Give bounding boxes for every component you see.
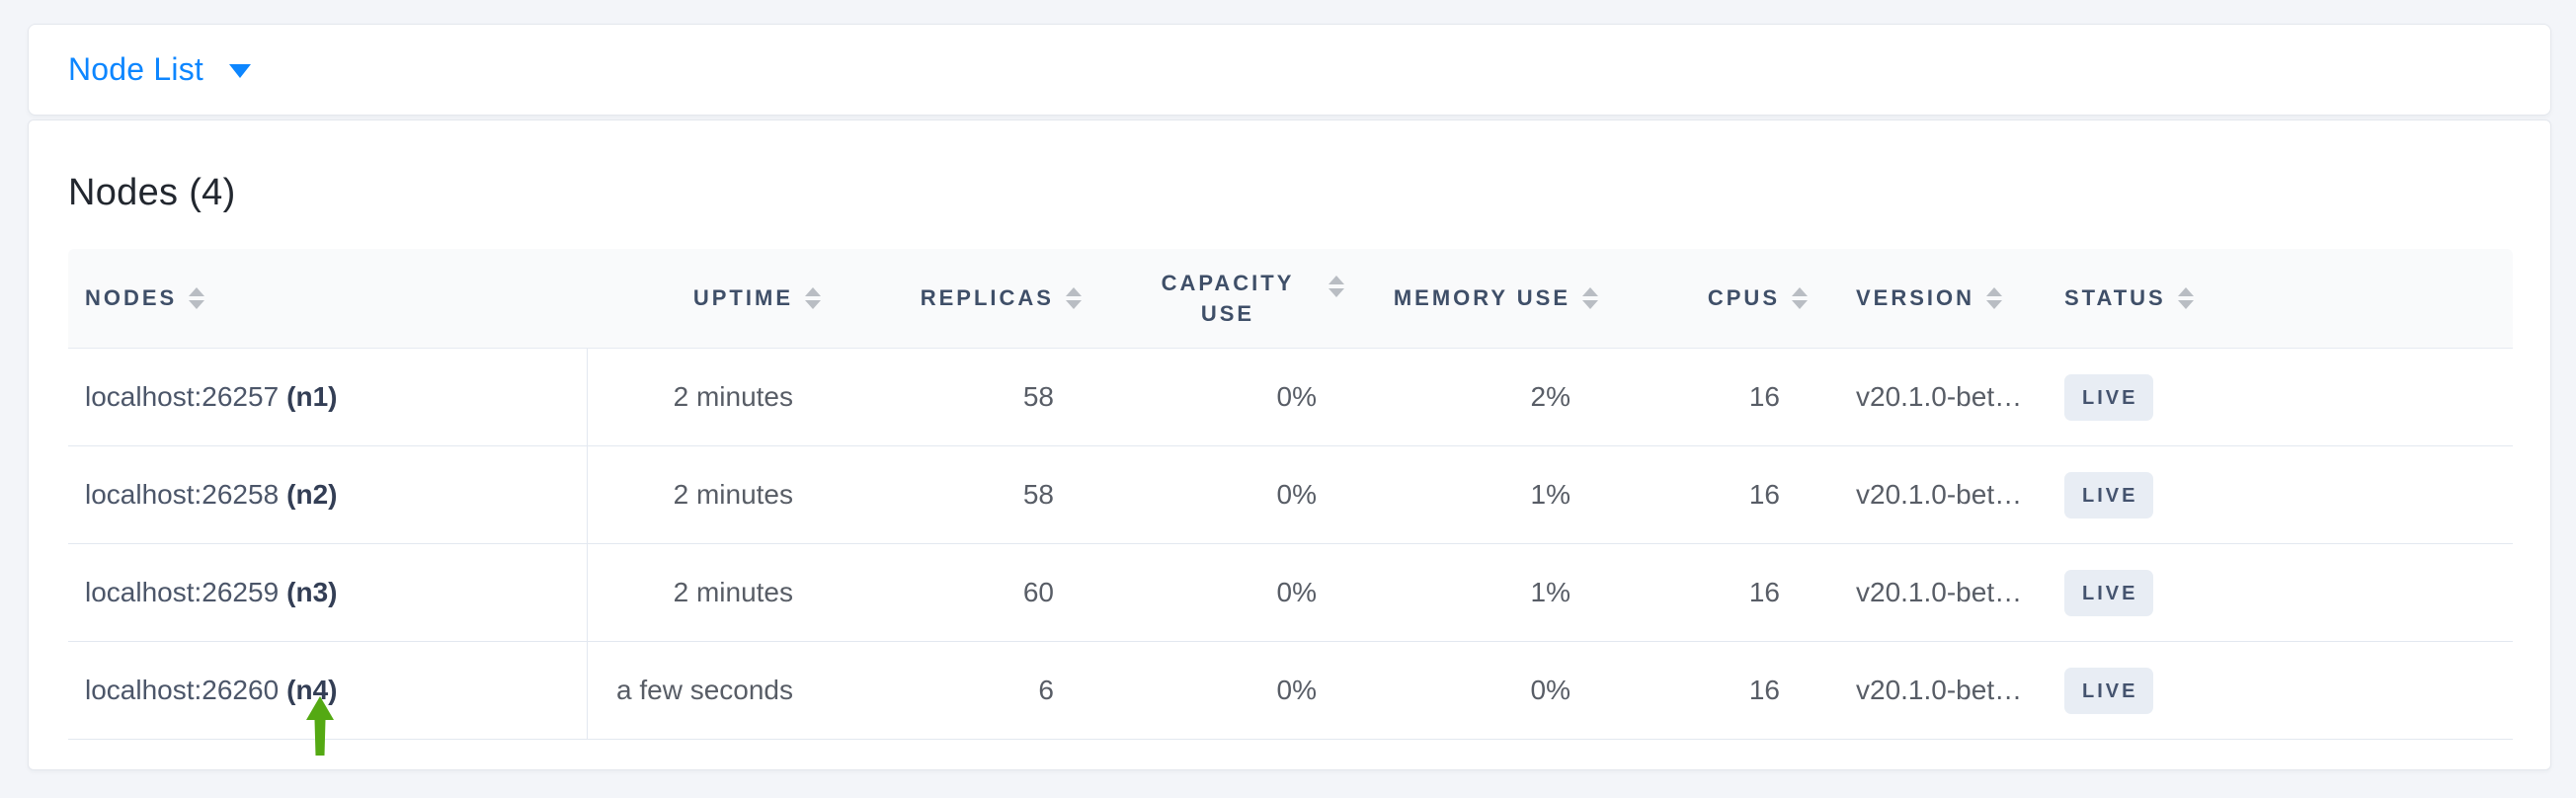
uptime-cell: 2 minutes bbox=[587, 543, 821, 642]
status-cell: LIVE bbox=[2062, 641, 2513, 740]
node-list-dropdown-label: Node List bbox=[68, 51, 203, 87]
table-header-row: NODES UPTIME REPLICAS CAPACITY USE MEMOR… bbox=[68, 249, 2513, 349]
sort-icon bbox=[1792, 287, 1808, 309]
node-cell: localhost:26260 (n4) bbox=[68, 641, 588, 740]
sort-icon bbox=[1328, 276, 1344, 297]
sort-icon bbox=[1986, 287, 2003, 309]
replicas-cell: 6 bbox=[821, 641, 1082, 740]
capacity-use-cell: 0% bbox=[1082, 543, 1344, 642]
status-badge: LIVE bbox=[2064, 373, 2154, 421]
column-header-capacity-use[interactable]: CAPACITY USE bbox=[1082, 249, 1344, 349]
sort-icon bbox=[805, 287, 821, 309]
sort-icon bbox=[1066, 287, 1082, 309]
caret-down-icon bbox=[229, 64, 251, 78]
version-cell: v20.1.0-bet… bbox=[1808, 445, 2062, 544]
status-cell: LIVE bbox=[2062, 348, 2513, 446]
node-cell: localhost:26259 (n3) bbox=[68, 543, 588, 642]
column-header-version[interactable]: VERSION bbox=[1808, 249, 2062, 349]
column-header-replicas[interactable]: REPLICAS bbox=[821, 249, 1082, 349]
cpus-cell: 16 bbox=[1598, 641, 1808, 740]
sort-icon bbox=[1582, 287, 1598, 309]
status-badge: LIVE bbox=[2064, 667, 2154, 714]
column-header-status[interactable]: STATUS bbox=[2062, 249, 2513, 349]
status-badge: LIVE bbox=[2064, 569, 2154, 616]
memory-use-cell: 1% bbox=[1344, 445, 1598, 544]
cpus-cell: 16 bbox=[1598, 445, 1808, 544]
node-list-dropdown[interactable]: Node List bbox=[68, 51, 251, 88]
sort-icon bbox=[2177, 287, 2194, 309]
uptime-cell: a few seconds bbox=[587, 641, 821, 740]
green-up-arrow-icon bbox=[306, 696, 334, 756]
capacity-use-cell: 0% bbox=[1082, 348, 1344, 446]
table-row[interactable]: localhost:26258 (n2) 2 minutes 58 0% 1% 1… bbox=[68, 445, 2513, 544]
status-badge: LIVE bbox=[2064, 471, 2154, 519]
memory-use-cell: 1% bbox=[1344, 543, 1598, 642]
node-cell: localhost:26258 (n2) bbox=[68, 445, 588, 544]
sort-icon bbox=[189, 287, 205, 309]
cpus-cell: 16 bbox=[1598, 348, 1808, 446]
memory-use-cell: 0% bbox=[1344, 641, 1598, 740]
replicas-cell: 58 bbox=[821, 348, 1082, 446]
memory-use-cell: 2% bbox=[1344, 348, 1598, 446]
table-row[interactable]: localhost:26260 (n4) a few seconds 6 0% 0… bbox=[68, 641, 2513, 740]
column-header-cpus[interactable]: CPUS bbox=[1598, 249, 1808, 349]
view-selector-bar: Node List bbox=[28, 24, 2551, 116]
version-cell: v20.1.0-bet… bbox=[1808, 543, 2062, 642]
column-header-uptime[interactable]: UPTIME bbox=[587, 249, 821, 349]
capacity-use-cell: 0% bbox=[1082, 641, 1344, 740]
table-row[interactable]: localhost:26259 (n3) 2 minutes 60 0% 1% 1… bbox=[68, 543, 2513, 642]
replicas-cell: 60 bbox=[821, 543, 1082, 642]
table-row[interactable]: localhost:26257 (n1) 2 minutes 58 0% 2% 1… bbox=[68, 348, 2513, 446]
node-cell: localhost:26257 (n1) bbox=[68, 348, 588, 446]
replicas-cell: 58 bbox=[821, 445, 1082, 544]
page-title: Nodes (4) bbox=[68, 172, 236, 213]
nodes-table: NODES UPTIME REPLICAS CAPACITY USE MEMOR… bbox=[68, 249, 2513, 740]
status-cell: LIVE bbox=[2062, 445, 2513, 544]
column-header-nodes[interactable]: NODES bbox=[68, 249, 587, 349]
version-cell: v20.1.0-bet… bbox=[1808, 641, 2062, 740]
uptime-cell: 2 minutes bbox=[587, 348, 821, 446]
cpus-cell: 16 bbox=[1598, 543, 1808, 642]
status-cell: LIVE bbox=[2062, 543, 2513, 642]
column-header-memory-use[interactable]: MEMORY USE bbox=[1344, 249, 1598, 349]
capacity-use-cell: 0% bbox=[1082, 445, 1344, 544]
uptime-cell: 2 minutes bbox=[587, 445, 821, 544]
nodes-card: Nodes (4) NODES UPTIME REPLICAS CAPACITY… bbox=[28, 120, 2551, 770]
version-cell: v20.1.0-bet… bbox=[1808, 348, 2062, 446]
